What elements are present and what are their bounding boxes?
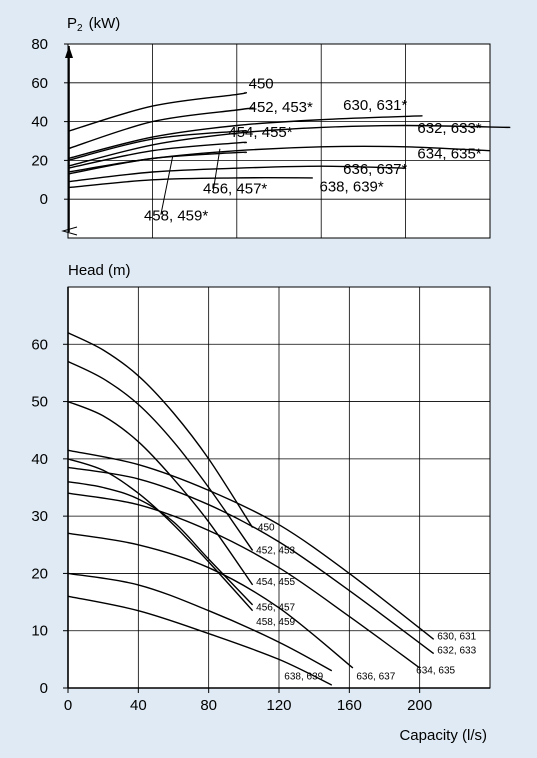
power-curve-label: 634, 635* — [417, 145, 481, 162]
head-curve-label: 630, 631 — [437, 631, 476, 642]
head-tick-label: 30 — [31, 508, 48, 525]
power-curve-label: 454, 455* — [228, 124, 292, 141]
power-grid — [61, 43, 491, 239]
head-tick-label: 50 — [31, 394, 48, 411]
power-curve-labels: 450 452, 453* 630, 631* 632, 633* 454, 455* 6… — [144, 76, 482, 225]
power-symbol: P — [67, 15, 77, 32]
power-axis-label: P2 (kW) — [67, 15, 120, 34]
power-curve-454-455 — [67, 130, 247, 162]
power-curve-label: 632, 633* — [417, 120, 481, 137]
axis-break-icon — [61, 226, 78, 236]
capacity-tick-label: 200 — [407, 697, 432, 714]
power-y-ticks: 0 20 40 60 80 — [31, 36, 69, 208]
head-curve-458-459 — [67, 481, 254, 606]
power-tick-label: 0 — [40, 191, 48, 208]
head-curve-unlabeled-10 — [67, 595, 333, 686]
power-tick-label: 60 — [31, 75, 48, 92]
power-plot-area — [67, 43, 491, 239]
power-curve-label: 630, 631* — [343, 97, 407, 114]
power-curve-458-459 — [67, 151, 247, 175]
power-curve-label: 456, 457* — [203, 180, 267, 197]
head-curve-452-453 — [67, 360, 254, 551]
head-curves — [67, 332, 435, 686]
label-leader-458 — [160, 156, 174, 215]
head-curve-632-633 — [67, 466, 435, 655]
power-chart: 0 20 40 60 80 450 452, 453* 630, 631* 632, 633*… — [31, 15, 511, 239]
power-curve-450 — [67, 91, 247, 132]
head-curve-450 — [67, 332, 254, 528]
head-curve-634-635 — [67, 492, 421, 669]
power-curve-632-633 — [67, 124, 511, 167]
head-y-ticks: 0 10 20 30 40 50 60 — [31, 336, 68, 697]
capacity-x-ticks: 0 40 80 120 160 200 — [64, 688, 432, 714]
power-curve-label: 458, 459* — [144, 208, 208, 225]
head-curve-label: 454, 455 — [256, 577, 295, 588]
head-curve-630-631 — [67, 449, 435, 640]
head-curve-label: 452, 453 — [256, 545, 295, 556]
head-curve-label: 458, 459 — [256, 617, 295, 628]
power-curve-label: 450 — [249, 76, 274, 93]
capacity-tick-label: 80 — [200, 697, 217, 714]
power-tick-label: 80 — [31, 36, 48, 53]
power-axis-arrow-icon — [65, 46, 73, 58]
power-curve-452-453 — [67, 107, 254, 150]
power-curves — [67, 91, 511, 189]
head-tick-label: 40 — [31, 451, 48, 468]
capacity-axis-label: Capacity (l/s) — [399, 727, 487, 744]
head-curve-label: 638, 639 — [284, 671, 323, 682]
power-curve-456-457 — [67, 141, 247, 169]
head-curve-label: 456, 457 — [256, 603, 295, 614]
power-curve-label: 452, 453* — [249, 99, 313, 116]
capacity-tick-label: 40 — [130, 697, 147, 714]
head-curve-454-455 — [67, 400, 254, 586]
power-curve-636-637 — [67, 165, 406, 183]
head-curve-636-637 — [67, 532, 354, 669]
head-tick-label: 20 — [31, 565, 48, 582]
head-chart: 0 10 20 30 40 50 60 0 40 80 120 160 200 450 452, 453… — [31, 262, 491, 744]
head-curve-label: 636, 637 — [356, 671, 395, 682]
power-curve-638-639 — [67, 177, 313, 189]
power-tick-label: 20 — [31, 152, 48, 169]
capacity-tick-label: 0 — [64, 697, 72, 714]
label-leader-456 — [212, 148, 221, 192]
power-tick-label: 40 — [31, 114, 48, 131]
capacity-tick-label: 120 — [266, 697, 291, 714]
capacity-tick-label: 160 — [337, 697, 362, 714]
head-curve-638-639 — [67, 572, 333, 672]
head-tick-label: 60 — [31, 336, 48, 353]
head-curve-labels: 450 452, 453 454, 455 456, 457 458, 459 630, … — [256, 522, 476, 682]
power-unit: (kW) — [89, 15, 121, 32]
power-subscript: 2 — [77, 23, 83, 34]
head-curve-label: 634, 635 — [416, 666, 455, 677]
head-tick-label: 10 — [31, 623, 48, 640]
power-curve-label: 638, 639* — [320, 178, 384, 195]
head-curve-label: 450 — [258, 522, 275, 533]
head-axis-label: Head (m) — [68, 262, 131, 279]
power-curve-630-631 — [67, 115, 423, 160]
power-curve-label: 636, 637* — [343, 161, 407, 178]
head-curve-label: 632, 633 — [437, 646, 476, 657]
head-tick-label: 0 — [40, 680, 48, 697]
